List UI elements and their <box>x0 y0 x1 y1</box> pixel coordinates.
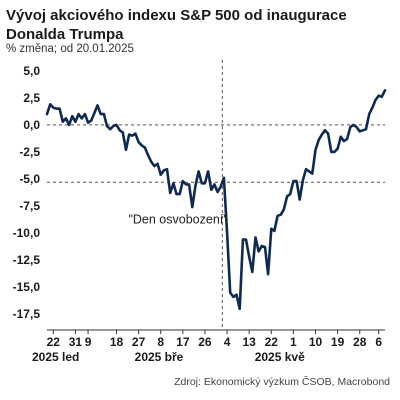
source-note: Zdroj: Ekonomický výzkum ČSOB, Macrobond <box>174 376 390 388</box>
chart-title: Vývoj akciového indexu S&P 500 od inaugu… <box>6 7 347 43</box>
y-tick-label: -5,0 <box>19 172 40 186</box>
y-tick-label: -15,0 <box>13 280 41 294</box>
x-group-label: 2025 led <box>32 350 79 364</box>
x-tick-label: 6 <box>375 335 382 349</box>
x-tick-label: 19 <box>331 335 345 349</box>
reference-lines <box>47 60 385 330</box>
annotations: "Den osvobození" <box>128 212 227 226</box>
x-group-label: 2025 kvě <box>255 350 305 364</box>
y-tick-label: -2,5 <box>19 145 40 159</box>
y-tick-label: 2,5 <box>23 91 40 105</box>
annotation-label: "Den osvobození" <box>128 212 227 226</box>
x-tick-label: 22 <box>265 335 279 349</box>
x-tick-label: 9 <box>85 335 92 349</box>
y-tick-label: 5,0 <box>23 64 40 78</box>
y-tick-label: -17,5 <box>13 307 41 321</box>
x-tick-label: 13 <box>242 335 256 349</box>
x-tick-label: 27 <box>132 335 146 349</box>
series-line-0 <box>45 89 387 311</box>
chart-subtitle: % změna; od 20.01.2025 <box>6 43 134 55</box>
y-tick-label: -7,5 <box>19 199 40 213</box>
x-tick-label: 18 <box>110 335 124 349</box>
x-tick-label: 17 <box>176 335 190 349</box>
x-tick-label: 4 <box>224 335 231 349</box>
x-group-label: 2025 bře <box>135 350 184 364</box>
y-axis-ticks: 5,0 2,5 0,0 -2,5 -5,0 -7,5 -10,0 -12,5 -15,0 -17,… <box>13 64 41 321</box>
y-tick-label: -12,5 <box>13 253 41 267</box>
x-tick-label: 28 <box>353 335 367 349</box>
x-tick-label: 31 <box>69 335 83 349</box>
x-tick-label: 26 <box>198 335 212 349</box>
y-tick-label: -10,0 <box>13 226 41 240</box>
x-tick-label: 1 <box>290 335 297 349</box>
x-tick-label: 22 <box>47 335 61 349</box>
x-tick-label: 10 <box>309 335 323 349</box>
y-tick-label: 0,0 <box>23 118 40 132</box>
x-tick-label: 8 <box>157 335 164 349</box>
series-layer <box>45 89 387 311</box>
x-axis: 22 31 9 18 27 8 17 26 4 13 22 1 10 19 28 6 2025 led 2025 … <box>32 329 385 364</box>
